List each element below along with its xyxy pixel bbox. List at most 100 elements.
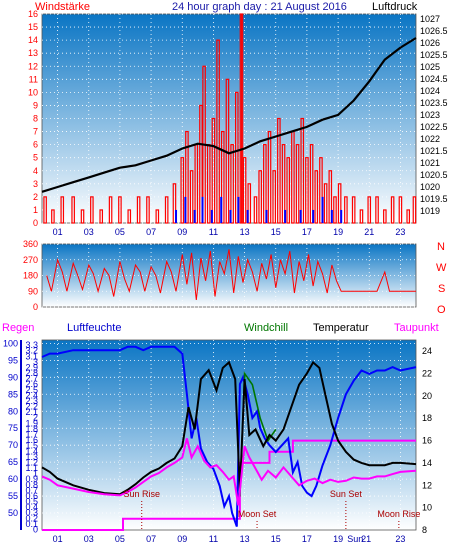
humidity-label: Luftfeuchte	[67, 322, 121, 334]
compass-north-top: N	[437, 241, 445, 253]
wind-bar	[333, 196, 337, 224]
rain-tick-label: 3.3	[25, 340, 38, 350]
pressure-tick-label: 1023	[420, 110, 440, 120]
bottom-hour-tick-label: 21	[361, 534, 371, 544]
rain-tick-label: 0.6	[25, 491, 38, 501]
gust-bar	[229, 209, 232, 223]
rain-tick-label: 3	[33, 357, 38, 367]
wind-tick-label: 13	[28, 48, 38, 58]
rain-tick-label: 2.1	[25, 407, 38, 417]
wind-bar	[295, 144, 300, 224]
rain-line	[42, 439, 416, 531]
wind-bar	[164, 196, 169, 224]
rain-tick-label: 1.2	[25, 457, 38, 467]
wind-bar	[277, 117, 281, 224]
direction-tick-label: 180	[23, 271, 38, 281]
wind-bar	[99, 209, 104, 224]
wind-bar	[300, 117, 305, 224]
wind-axis-label: Windstärke	[35, 1, 90, 13]
bottom-hour-tick-label: 19	[333, 534, 343, 544]
gust-bar	[184, 196, 187, 223]
wind-bar	[185, 130, 189, 224]
compass-south: S	[438, 283, 445, 295]
wind-bar	[412, 196, 417, 224]
rain-tick-label: 1.6	[25, 435, 38, 445]
wind-bar	[155, 209, 160, 224]
rain-label: Regen	[2, 322, 34, 334]
bottom-hour-tick-label: 09	[177, 534, 187, 544]
rain-tick-label: 1.7	[25, 430, 38, 440]
temperature-label: Temperatur	[313, 322, 369, 334]
wind-bar	[272, 170, 276, 224]
wind-bar	[305, 157, 309, 224]
rain-tick-label: 2.5	[25, 385, 38, 395]
wind-bar	[367, 196, 372, 224]
rain-tick-label: 0.7	[25, 485, 38, 495]
rain-tick-label: 1.3	[25, 452, 38, 462]
pressure-tick-label: 1021.5	[420, 146, 448, 156]
hour-tick-label: 11	[209, 227, 218, 237]
rain-tick-label: 0	[33, 525, 38, 535]
wind-bar	[390, 196, 395, 224]
rain-tick-label: 2.7	[25, 374, 38, 384]
wind-tick-label: 7	[33, 127, 38, 137]
humidity-tick-label: 100	[3, 338, 18, 348]
wind-bar	[375, 196, 379, 224]
rain-tick-label: 0.2	[25, 513, 38, 523]
gust-bar	[193, 209, 196, 223]
temperature-tick-label: 20	[422, 391, 432, 401]
pressure-tick-label: 1025	[420, 62, 440, 72]
humidity-tick-label: 60	[8, 474, 18, 484]
wind-tick-label: 15	[28, 22, 38, 32]
gust-bar	[237, 196, 240, 223]
wind-tick-label: 0	[33, 218, 38, 228]
wind-tick-label: 5	[33, 153, 38, 163]
bottom-hour-tick-label: Sun	[347, 534, 363, 544]
wind-bar	[319, 157, 323, 224]
hour-tick-label: 23	[395, 227, 405, 237]
bottom-hour-tick-label: 05	[115, 534, 125, 544]
wind-bar	[108, 196, 113, 224]
hour-tick-label: 03	[84, 227, 94, 237]
rain-tick-label: 3.1	[25, 351, 38, 361]
pressure-tick-label: 1025.5	[420, 50, 448, 60]
wind-direction-background	[41, 243, 417, 308]
wind-bar	[136, 196, 141, 224]
rain-tick-label: 1	[33, 469, 38, 479]
rain-tick-label: 2	[33, 413, 38, 423]
pressure-tick-label: 1024.5	[420, 74, 448, 84]
bottom-hour-tick-label: 17	[302, 534, 312, 544]
wind-tick-label: 4	[33, 166, 38, 176]
wind-tick-label: 1	[33, 205, 38, 215]
temperature-tick-label: 12	[422, 480, 432, 490]
bottom-hour-tick-label: 11	[209, 534, 218, 544]
wind-tick-label: 2	[33, 192, 38, 202]
rain-tick-label: 0.3	[25, 508, 38, 518]
bottom-hour-tick-label: 07	[146, 534, 156, 544]
rain-tick-label: 2.9	[25, 362, 38, 372]
wind-tick-label: 12	[28, 61, 38, 71]
rain-tick-label: 3.2	[25, 346, 38, 356]
pressure-tick-label: 1019.5	[420, 194, 448, 204]
humidity-tick-label: 95	[8, 355, 18, 365]
wind-tick-label: 3	[33, 179, 38, 189]
wind-bar	[80, 209, 85, 224]
wind-tick-label: 8	[33, 114, 38, 124]
wind-bar	[258, 170, 262, 224]
event-label: Moon Set	[238, 509, 277, 519]
wind-bar	[220, 130, 225, 224]
temperature-line	[41, 360, 417, 496]
humidity-tick-label: 85	[8, 389, 18, 399]
temperature-humidity-background	[41, 339, 417, 531]
gust-bar	[330, 209, 333, 223]
hour-tick-label: 01	[53, 227, 63, 237]
pressure-tick-label: 1024	[420, 86, 440, 96]
rain-tick-label: 2.6	[25, 379, 38, 389]
wind-tick-label: 11	[29, 74, 38, 84]
event-label: Sun Set	[330, 489, 363, 499]
gust-bar	[284, 209, 287, 223]
temperature-tick-label: 22	[422, 369, 432, 379]
temperature-tick-label: 18	[422, 413, 432, 423]
wind-bar	[43, 196, 47, 224]
event-label: Moon Rise	[377, 509, 420, 519]
